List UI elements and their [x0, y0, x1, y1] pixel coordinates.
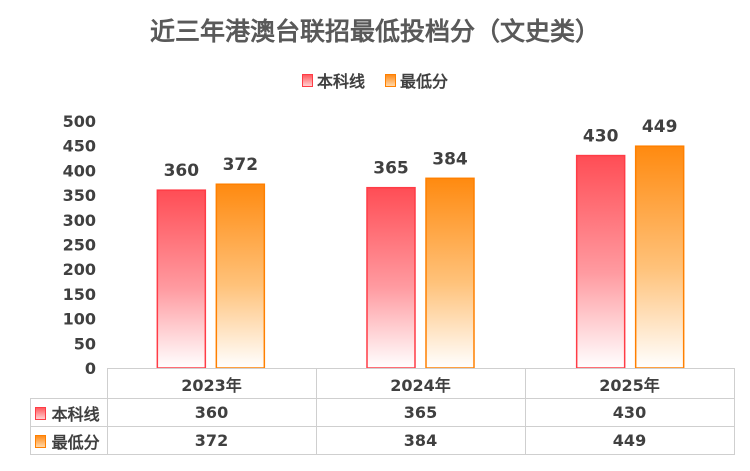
- bar-series-2: [634, 145, 685, 369]
- y-tick-label: 150: [63, 285, 96, 304]
- data-table-corner: [30, 368, 108, 399]
- data-table-cell: 384: [315, 426, 526, 455]
- y-tick-label: 100: [63, 310, 96, 329]
- data-table-row-series-1: 本科线 360 365 430: [30, 398, 735, 427]
- y-tick-label: 300: [63, 211, 96, 230]
- y-tick-label: 250: [63, 236, 96, 255]
- data-label-series-2: 384: [432, 149, 468, 169]
- legend-swatch-series-2: [385, 73, 396, 87]
- data-table-cell: 365: [315, 398, 526, 427]
- bar-series-1: [575, 154, 626, 369]
- data-table-swatch-series-2: [35, 434, 46, 448]
- data-label-series-1: 430: [583, 127, 619, 147]
- data-label-series-2: 372: [223, 155, 259, 175]
- data-table-row-head: 本科线: [30, 398, 108, 427]
- data-table-row-series-2: 最低分 372 384 449: [30, 426, 735, 455]
- data-table-category: 2025年: [524, 368, 735, 399]
- chart-title: 近三年港澳台联招最低投档分（文史类）: [149, 17, 600, 46]
- data-table-category: 2024年: [315, 368, 526, 399]
- y-tick-label: 500: [63, 112, 96, 131]
- bar-series-1: [366, 186, 416, 369]
- y-tick-label: 200: [63, 260, 96, 279]
- y-tick-label: 400: [63, 161, 96, 180]
- data-label-series-2: 449: [642, 117, 678, 137]
- legend-item-series-2: 最低分: [385, 68, 448, 92]
- data-table-category: 2023年: [106, 368, 317, 399]
- data-table-swatch-series-1: [35, 406, 46, 420]
- data-table-cell: 430: [524, 398, 735, 427]
- legend-label-series-2: 最低分: [400, 72, 449, 91]
- data-table-series-name: 本科线: [51, 404, 100, 424]
- legend-label-series-1: 本科线: [316, 72, 365, 91]
- data-table-series-name: 最低分: [51, 432, 100, 452]
- data-labels: 360 372 365 384 430 449: [164, 117, 678, 181]
- data-table: 2023年 2024年 2025年 本科线 360 365 430 最低分 37…: [30, 368, 735, 455]
- data-table-cell: 360: [106, 398, 317, 427]
- data-table-row-head: 最低分: [30, 426, 108, 455]
- bar-series-2: [425, 177, 475, 369]
- bar-series-2: [215, 183, 266, 369]
- chart-legend: 本科线 最低分: [0, 68, 750, 92]
- bar-series-1: [156, 189, 207, 369]
- y-tick-label: 350: [63, 186, 96, 205]
- data-table-cell: 372: [106, 426, 317, 455]
- legend-swatch-series-1: [301, 73, 313, 87]
- bars: [156, 145, 685, 369]
- data-table-header-row: 2023年 2024年 2025年: [30, 368, 735, 399]
- y-tick-label: 50: [74, 334, 96, 353]
- data-label-series-1: 365: [373, 159, 409, 179]
- y-tick-label: 450: [63, 137, 96, 156]
- legend-item-series-1: 本科线: [301, 68, 365, 92]
- data-label-series-1: 360: [164, 161, 200, 181]
- data-table-cell: 449: [524, 426, 735, 455]
